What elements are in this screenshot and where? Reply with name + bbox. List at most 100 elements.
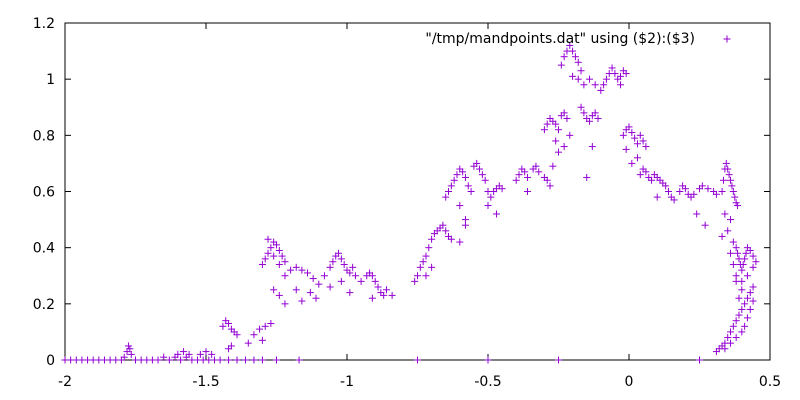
- data-point: [382, 286, 390, 294]
- data-point: [662, 182, 670, 190]
- data-point: [264, 249, 272, 257]
- data-point: [233, 356, 241, 364]
- data-point: [631, 134, 639, 142]
- data-point: [636, 131, 644, 139]
- data-point: [492, 210, 500, 218]
- data-point: [727, 176, 735, 184]
- data-point: [219, 322, 227, 330]
- data-point: [447, 235, 455, 243]
- legend-entry-label: "/tmp/mandpoints.dat" using ($2):($3): [425, 31, 695, 47]
- data-point: [127, 350, 135, 358]
- data-point: [608, 64, 616, 72]
- data-point: [250, 331, 258, 339]
- data-point: [337, 255, 345, 263]
- data-point: [216, 356, 224, 364]
- data-point: [273, 241, 280, 249]
- data-point: [549, 162, 557, 170]
- data-point: [625, 123, 633, 131]
- data-point: [728, 182, 736, 190]
- data-point: [566, 41, 574, 49]
- data-point: [498, 185, 506, 193]
- data-point: [306, 289, 314, 297]
- data-point: [749, 263, 757, 271]
- data-point: [676, 188, 684, 195]
- data-points: [61, 41, 760, 364]
- data-point: [442, 227, 450, 235]
- data-point: [298, 297, 306, 305]
- data-point: [227, 342, 235, 350]
- data-point: [337, 277, 345, 285]
- legend: "/tmp/mandpoints.dat" using ($2):($3): [425, 31, 731, 47]
- data-point: [126, 345, 134, 353]
- data-point: [174, 350, 182, 358]
- data-point: [724, 165, 732, 173]
- data-point: [349, 263, 357, 271]
- data-point: [484, 202, 492, 210]
- data-point: [340, 261, 348, 269]
- data-point: [368, 294, 376, 302]
- data-point: [563, 114, 571, 122]
- data-point: [416, 263, 424, 271]
- data-point: [642, 168, 650, 176]
- data-point: [670, 196, 678, 204]
- data-point: [555, 148, 562, 156]
- data-point: [571, 53, 579, 61]
- data-point: [574, 75, 582, 83]
- data-point: [264, 235, 272, 243]
- data-point: [275, 246, 283, 254]
- data-point: [456, 202, 464, 210]
- data-point: [456, 238, 464, 246]
- data-point: [428, 263, 436, 271]
- data-point: [555, 126, 562, 134]
- data-point: [569, 72, 577, 80]
- data-point: [304, 269, 312, 277]
- data-point: [560, 143, 568, 151]
- data-point: [459, 168, 467, 176]
- data-point: [439, 221, 447, 229]
- data-point: [275, 261, 283, 269]
- data-point: [741, 255, 749, 263]
- data-point: [552, 120, 560, 128]
- data-point: [298, 266, 306, 274]
- data-point: [580, 81, 588, 89]
- data-point: [577, 67, 585, 75]
- data-point: [729, 322, 737, 330]
- data-point: [292, 286, 300, 294]
- data-point: [746, 289, 754, 297]
- data-point: [292, 263, 300, 271]
- data-point: [275, 291, 283, 299]
- data-point: [425, 244, 433, 252]
- data-point: [312, 294, 320, 302]
- data-point: [741, 322, 749, 330]
- y-tick-label: 1: [46, 72, 55, 88]
- data-point: [734, 202, 742, 210]
- data-point: [374, 283, 382, 291]
- data-point: [628, 159, 636, 167]
- data-point: [552, 137, 560, 145]
- data-point: [597, 86, 605, 94]
- data-point: [712, 190, 720, 198]
- data-point: [453, 171, 461, 179]
- data-point: [256, 325, 264, 333]
- data-point: [281, 258, 289, 266]
- data-point: [746, 305, 754, 313]
- y-tick-label: 0.2: [33, 297, 55, 313]
- data-point: [196, 350, 204, 358]
- data-point: [729, 238, 737, 246]
- data-point: [734, 249, 742, 257]
- data-point: [388, 291, 396, 299]
- data-point: [326, 283, 334, 291]
- data-point: [208, 350, 216, 358]
- data-point: [445, 188, 453, 195]
- data-point: [546, 182, 554, 190]
- data-point: [622, 70, 630, 78]
- data-point: [557, 61, 565, 69]
- data-point: [447, 182, 455, 190]
- data-point: [732, 244, 740, 252]
- data-point: [335, 249, 343, 257]
- data-point: [267, 319, 275, 327]
- x-tick-label: -2: [58, 374, 72, 390]
- data-point: [727, 328, 735, 336]
- data-point: [752, 258, 760, 266]
